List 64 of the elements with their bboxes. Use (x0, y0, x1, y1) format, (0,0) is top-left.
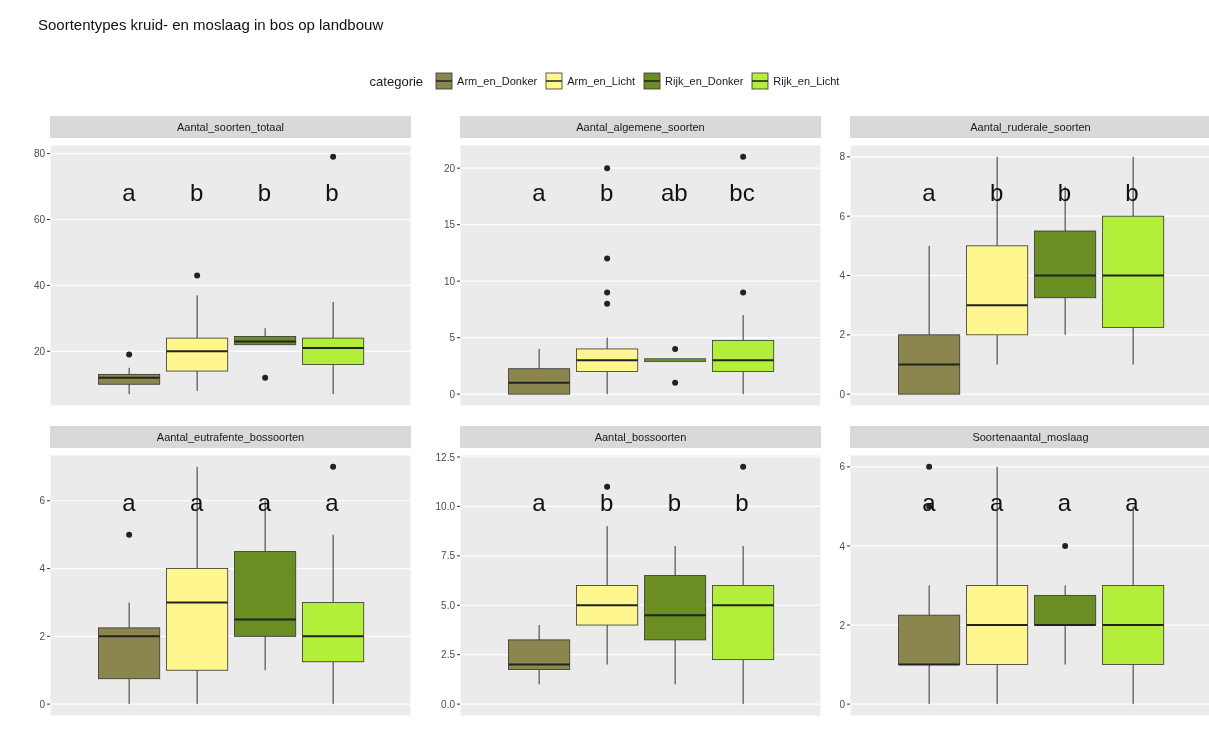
legend-label: Rijk_en_Donker (665, 75, 744, 87)
legend-label: Arm_en_Licht (567, 75, 636, 87)
annotation: a (531, 178, 547, 207)
legend-label: Rijk_en_Licht (773, 75, 840, 87)
y-tick-label: 8 (839, 151, 846, 163)
chart-subtitle: Soortenaantal_moslaag (850, 426, 1209, 448)
y-tick-label: 5 (449, 332, 456, 344)
annotation: b (1056, 178, 1072, 207)
legend-title: categorie (369, 73, 424, 89)
annotation: a (988, 488, 1005, 517)
annotation: a (1124, 488, 1140, 517)
annotation: b (666, 488, 682, 517)
y-tick-label: 60 (33, 214, 46, 226)
annotation: a (1056, 488, 1072, 517)
y-tick-label: 6 (39, 495, 46, 507)
y-tick-label: 2 (839, 619, 846, 631)
y-tick-label: 0 (839, 388, 846, 400)
annotation: a (256, 488, 272, 517)
chart-subtitle: Aantal_eutrafente_bossoorten (50, 426, 411, 448)
annotation: a (324, 488, 340, 517)
y-tick-label: 10 (443, 275, 456, 287)
y-tick-label: 10.0 (435, 500, 456, 512)
y-tick-label: 80 (33, 148, 46, 160)
annotation: a (921, 178, 937, 207)
chart-subtitle: Aantal_ruderale_soorten (850, 116, 1209, 138)
y-tick-label: 4 (839, 540, 846, 552)
annotation: b (1124, 178, 1140, 207)
annotation: a (531, 488, 547, 517)
chart-subtitle: Aantal_bossoorten (460, 426, 821, 448)
annotation: b (598, 488, 615, 517)
chart-title: Soortentypes kruid- en moslaag in bos op landbouw (38, 16, 384, 33)
y-tick-label: 20 (33, 345, 46, 357)
annotation: b (988, 178, 1005, 207)
annotation: b (188, 178, 205, 207)
y-tick-label: 2 (39, 630, 46, 642)
annotation: a (188, 488, 205, 517)
y-tick-label: 2.5 (441, 649, 456, 661)
y-tick-label: 6 (839, 210, 846, 222)
annotation: a (921, 488, 937, 517)
y-tick-label: 4 (839, 270, 846, 282)
y-tick-label: 0 (839, 698, 846, 710)
annotation: b (734, 488, 750, 517)
y-tick-label: 20 (443, 162, 456, 174)
y-tick-label: 6 (839, 461, 846, 473)
y-tick-label: 40 (33, 279, 46, 291)
y-tick-label: 15 (443, 219, 456, 231)
chart-subtitle: Aantal_soorten_totaal (50, 116, 411, 138)
annotation: a (121, 488, 137, 517)
y-tick-label: 12.5 (435, 451, 456, 463)
y-tick-label: 7.5 (441, 550, 456, 562)
y-tick-label: 5.0 (441, 599, 456, 611)
y-tick-label: 4 (39, 563, 46, 575)
annotation: ab (660, 178, 689, 207)
annotation: b (598, 178, 615, 207)
y-tick-label: 0 (39, 698, 46, 710)
annotation: b (256, 178, 272, 207)
chart-subtitle: Aantal_algemene_soorten (460, 116, 821, 138)
annotation: bc (728, 178, 756, 207)
annotation: b (324, 178, 340, 207)
y-tick-label: 0.0 (441, 698, 456, 710)
annotation: a (121, 178, 137, 207)
y-tick-label: 2 (839, 329, 846, 341)
y-tick-label: 0 (449, 388, 456, 400)
legend-label: Arm_en_Donker (457, 75, 538, 87)
